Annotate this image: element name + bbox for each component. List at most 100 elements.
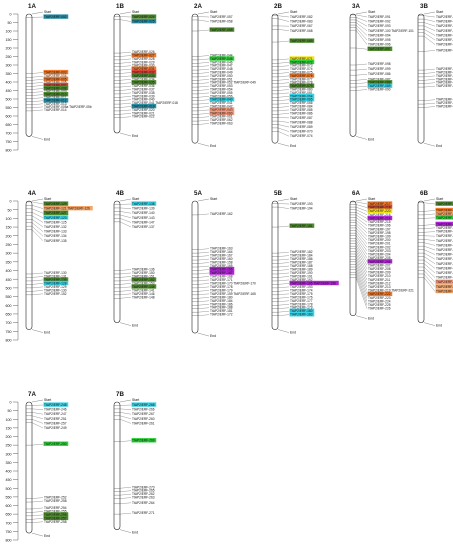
scale-tick-label: 750 <box>6 530 12 534</box>
gene-label: TtAP2/ERF-222 <box>368 292 391 296</box>
gene-label: TtAP2/ERF-047 <box>210 64 233 68</box>
scale-tick-label: 600 <box>6 504 12 508</box>
gene-label: TtAP2/ERF-147 <box>132 220 155 224</box>
scale-tick-label: 350 <box>6 461 12 465</box>
gene-label: TtAP2/ERF-240 <box>436 216 453 220</box>
gene-label: TtAP2/ERF-211 <box>368 278 390 282</box>
gene-connector <box>355 201 368 205</box>
start-connector <box>197 11 210 15</box>
gene-label: TtAP2/ERF-041 <box>210 101 233 105</box>
chromosome-bar <box>271 200 279 330</box>
gene-label: TtAP2/ERF-225 <box>368 303 391 307</box>
gene-connector <box>119 221 132 228</box>
chromosome-name: 4B <box>116 190 124 197</box>
gene-connector <box>197 283 210 285</box>
gene-connector <box>197 92 210 95</box>
gene-label: TtAP2/ERF-167 <box>210 254 233 258</box>
scale-tick-label: 450 <box>6 478 12 482</box>
gene-connector <box>423 270 436 283</box>
gene-label: TtAP2/ERF-074 <box>290 67 313 71</box>
gene-label: TtAP2/ERF-141 <box>132 288 155 292</box>
gene-label: TtAP2/ERF-175 <box>290 292 313 296</box>
end-label: End <box>210 144 216 148</box>
gene-label: TtAP2/ERF-178 <box>290 302 313 306</box>
gene-connector <box>423 82 436 84</box>
gene-connector <box>355 243 368 262</box>
gene-connector <box>355 217 368 226</box>
scale-tick-label: 100 <box>6 30 12 34</box>
gene-highlight <box>209 56 235 61</box>
gene-label: TtAP2/ERF-125 <box>44 220 67 224</box>
gene-label: TtAP2/ERF-044 <box>210 54 233 58</box>
gene-label: TtAP2/ERF-084 <box>290 105 313 109</box>
gene-label: TtAP2/ERF-073 <box>290 64 313 68</box>
gene-connector <box>355 261 368 288</box>
gene-label: TtAP2/ERF-209 <box>368 271 391 275</box>
gene-label: TtAP2/ERF-117 <box>436 74 453 78</box>
gene-highlight <box>209 107 235 112</box>
end-label: End <box>290 144 296 148</box>
gene-label: TtAP2/ERF-151 <box>132 274 155 278</box>
scale-tick-label: 400 <box>6 470 12 474</box>
gene-connector <box>277 85 290 88</box>
gene-highlight <box>435 279 453 284</box>
gene-highlight <box>131 14 157 19</box>
gene-highlight <box>289 93 315 99</box>
gene-label: TtAP2/ERF-233 <box>436 239 453 243</box>
gene-label: TtAP2/ERF-170 TtAP2/ERF-170 <box>210 281 256 285</box>
gene-label: TtAP2/ERF-164 <box>210 250 233 254</box>
gene-highlight <box>367 80 393 85</box>
gene-label: TtAP2/ERF-260 <box>132 417 155 421</box>
end-label: End <box>290 331 296 335</box>
gene-connector <box>277 75 290 78</box>
gene-connector <box>197 269 210 271</box>
gene-connector <box>355 240 368 259</box>
gene-highlight <box>289 73 315 78</box>
gene-label: TtAP2/ERF-022 <box>132 115 155 119</box>
gene-highlight <box>209 97 235 102</box>
gene-connector <box>119 286 132 288</box>
gene-connector <box>31 412 44 415</box>
gene-label: TtAP2/ERF-179 <box>290 306 313 310</box>
gene-label: TtAP2/ERF-153 <box>132 281 155 285</box>
gene-label: TtAP2/ERF-014 <box>44 108 67 112</box>
chromosome-bar <box>271 13 279 144</box>
gene-connector <box>355 47 368 50</box>
gene-connector <box>277 29 290 31</box>
gene-connector <box>277 62 290 64</box>
gene-label: TtAP2/ERF-024 <box>132 15 155 19</box>
gene-label: TtAP2/ERF-109 <box>436 67 453 71</box>
gene-label: TtAP2/ERF-192 <box>290 278 313 282</box>
scale-tick-label: 350 <box>6 260 12 264</box>
gene-connector <box>197 55 210 57</box>
gene-label: TtAP2/ERF-257 <box>44 421 67 425</box>
gene-connector <box>197 119 210 122</box>
gene-label: TtAP2/ERF-130 <box>44 271 67 275</box>
end-connector <box>31 329 44 333</box>
scale-tick-label: 500 <box>6 98 12 102</box>
gene-connector <box>277 262 290 264</box>
gene-highlight <box>367 215 393 221</box>
scale-tick-label: 450 <box>6 89 12 93</box>
scale-tick-label: 250 <box>6 55 12 59</box>
gene-label: TtAP2/ERF-269 <box>132 439 155 443</box>
gene-connector <box>119 279 132 282</box>
gene-label: TtAP2/ERF-057 <box>210 15 233 19</box>
gene-label: TtAP2/ERF-165 <box>210 264 233 268</box>
gene-label: TtAP2/ERF-086 <box>290 111 313 115</box>
end-label: End <box>132 134 138 138</box>
gene-label: TtAP2/ERF-262 <box>132 492 155 496</box>
gene-connector <box>119 494 132 496</box>
chromosome-name: 2B <box>274 3 282 10</box>
gene-connector <box>197 82 210 84</box>
scale-tick-label: 600 <box>6 115 12 119</box>
gene-label: TtAP2/ERF-134 <box>44 234 67 238</box>
gene-label: TtAP2/ERF-257 <box>44 516 67 520</box>
gene-highlight <box>289 97 315 102</box>
gene-label: TtAP2/ERF-095 <box>368 38 391 42</box>
gene-label: TtAP2/ERF-118 <box>436 77 453 81</box>
gene-connector <box>197 116 210 118</box>
scale-tick-label: 0 <box>10 13 12 17</box>
chromosome-name: 5B <box>274 190 282 197</box>
